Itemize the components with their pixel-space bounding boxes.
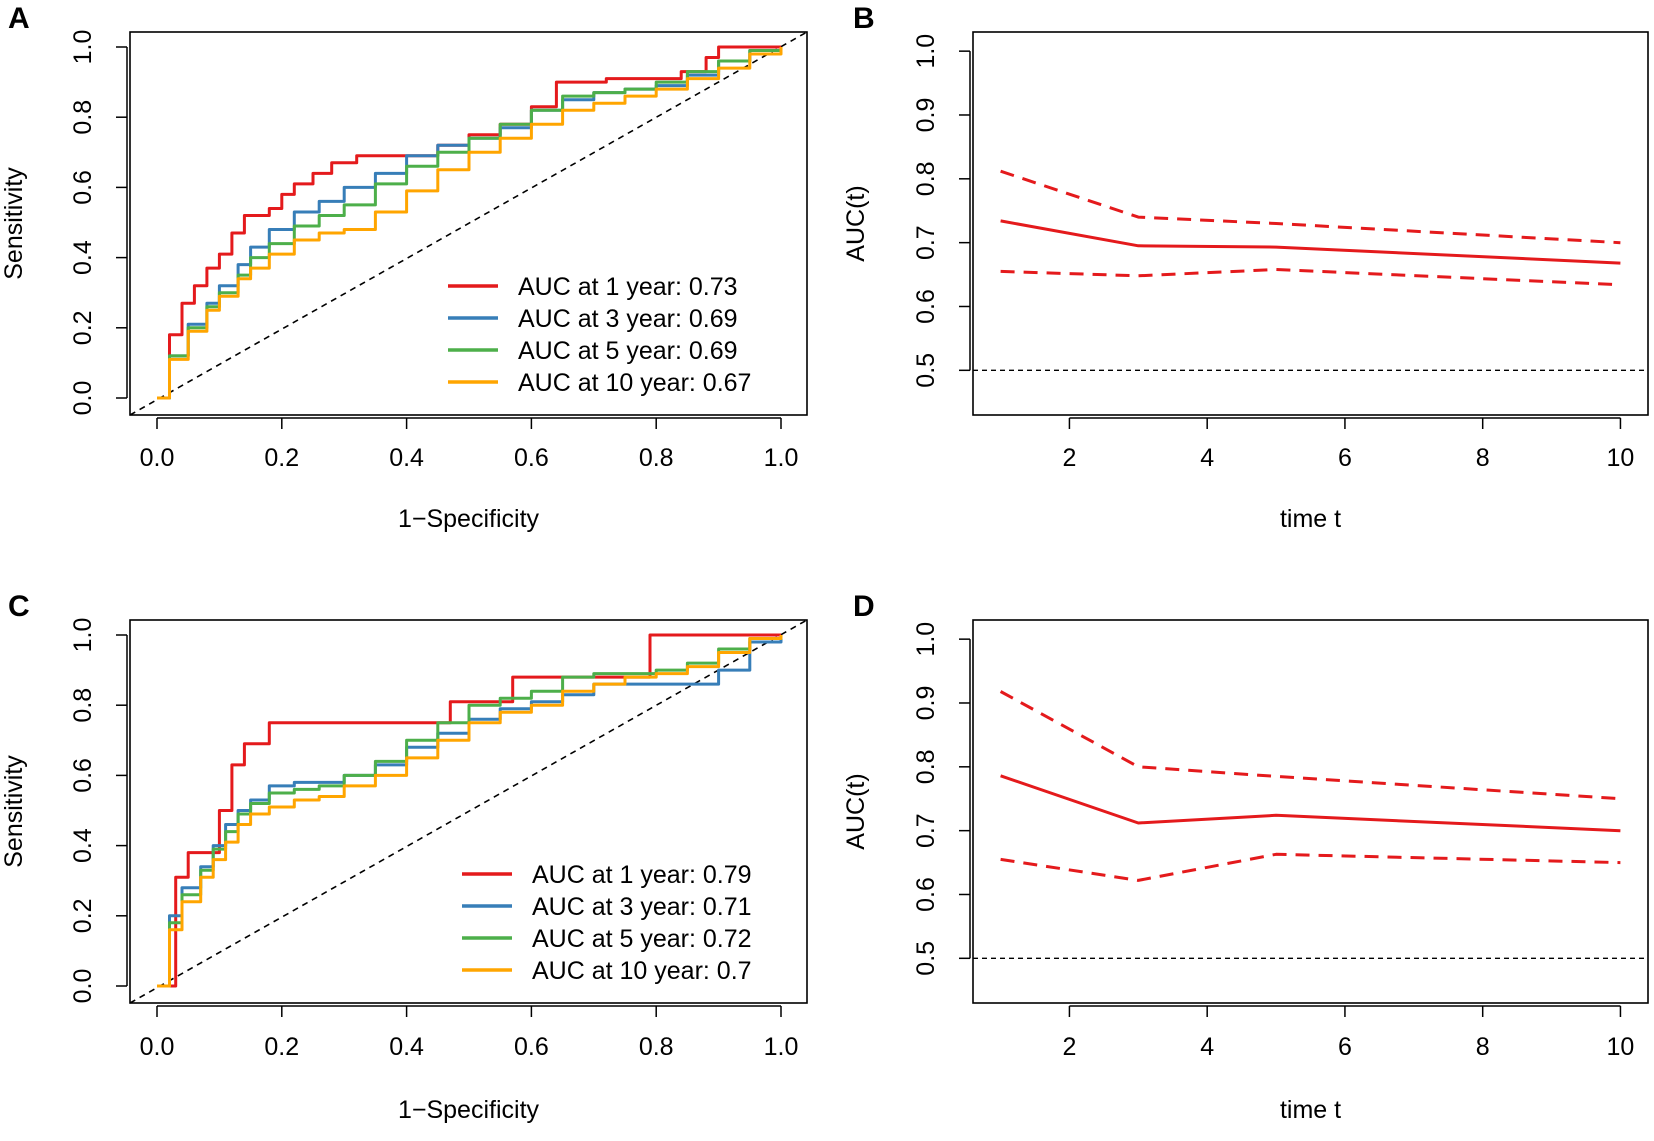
y-axis-title: Sensitivity bbox=[0, 167, 28, 280]
y-tick-label: 0.8 bbox=[912, 749, 940, 784]
x-tick-label: 0.8 bbox=[639, 444, 674, 472]
lower-ci-line bbox=[1000, 852, 1621, 882]
y-tick-label: 0.9 bbox=[912, 686, 940, 721]
panel-letter: D bbox=[853, 590, 875, 623]
x-tick-label: 2 bbox=[1062, 444, 1076, 472]
roc-curve-3 bbox=[157, 47, 783, 400]
x-tick-label: 8 bbox=[1476, 444, 1490, 472]
plot-frame bbox=[972, 31, 1649, 416]
y-tick-label: 0.8 bbox=[69, 688, 97, 723]
x-axis-title: 1−Specificity bbox=[398, 1096, 540, 1124]
x-tick-label: 1.0 bbox=[764, 444, 799, 472]
roc-curve-1 bbox=[157, 45, 781, 400]
legend-label: AUC at 3 year: 0.71 bbox=[532, 893, 752, 921]
x-axis-title: time t bbox=[1280, 505, 1341, 533]
x-tick-label: 4 bbox=[1200, 1033, 1214, 1061]
roc-curve-3 bbox=[157, 635, 783, 988]
x-tick-label: 6 bbox=[1338, 444, 1352, 472]
x-tick-label: 0.8 bbox=[639, 1033, 674, 1061]
y-tick-label: 1.0 bbox=[69, 30, 97, 65]
y-axis-title: AUC(t) bbox=[842, 185, 870, 261]
y-tick-label: 0.5 bbox=[912, 353, 940, 388]
plot-frame bbox=[129, 31, 808, 416]
x-tick-label: 0.6 bbox=[514, 1033, 549, 1061]
x-tick-label: 0.4 bbox=[389, 444, 424, 472]
x-axis-title: time t bbox=[1280, 1096, 1341, 1124]
panel-d: D 2 4 6 8 10 0.5 0.6 0.7 0.8 0.9 1.0 time t AUC(t) bbox=[842, 590, 1649, 1124]
y-axis-title: Sensitivity bbox=[0, 755, 28, 868]
y-tick-label: 0.6 bbox=[69, 758, 97, 793]
y-tick-label: 0.2 bbox=[69, 310, 97, 345]
upper-ci-line bbox=[1000, 169, 1621, 245]
y-tick-label: 0.7 bbox=[912, 813, 940, 848]
x-axis-title: 1−Specificity bbox=[398, 505, 540, 533]
x-tick-label: 0.2 bbox=[264, 444, 299, 472]
y-tick-label: 0.4 bbox=[69, 240, 97, 275]
legend: AUC at 1 year: 0.73 AUC at 3 year: 0.69 AU… bbox=[448, 273, 751, 397]
auc-line bbox=[1000, 219, 1621, 265]
reference-diagonal bbox=[129, 31, 808, 416]
x-tick-label: 0.0 bbox=[140, 1033, 175, 1061]
y-tick-label: 0.6 bbox=[69, 170, 97, 205]
y-tick-label: 0.2 bbox=[69, 898, 97, 933]
y-tick-label: 0.6 bbox=[912, 877, 940, 912]
x-tick-label: 8 bbox=[1476, 1033, 1490, 1061]
x-tick-label: 0.4 bbox=[389, 1033, 424, 1061]
x-tick-label: 0.2 bbox=[264, 1033, 299, 1061]
x-tick-label: 10 bbox=[1607, 444, 1635, 472]
panel-c: C 0.0 0.2 0.4 0.6 0.8 1.0 0.0 0.2 0.4 0.6 0.8 1.0 1−S… bbox=[0, 590, 808, 1124]
y-tick-label: 0.8 bbox=[912, 161, 940, 196]
panel-letter: A bbox=[8, 2, 30, 35]
x-tick-label: 1.0 bbox=[764, 1033, 799, 1061]
y-tick-label: 0.9 bbox=[912, 98, 940, 133]
x-tick-label: 0.0 bbox=[140, 444, 175, 472]
y-tick-label: 0.5 bbox=[912, 941, 940, 976]
y-tick-label: 0.0 bbox=[69, 969, 97, 1004]
legend-label: AUC at 5 year: 0.72 bbox=[532, 925, 752, 953]
legend-label: AUC at 10 year: 0.7 bbox=[532, 957, 752, 985]
auc-line bbox=[1000, 774, 1621, 833]
legend-label: AUC at 3 year: 0.69 bbox=[518, 305, 738, 333]
x-tick-label: 6 bbox=[1338, 1033, 1352, 1061]
legend: AUC at 1 year: 0.79 AUC at 3 year: 0.71 AU… bbox=[462, 861, 752, 985]
plot-frame bbox=[129, 619, 808, 1004]
y-tick-label: 1.0 bbox=[69, 618, 97, 653]
y-tick-label: 0.8 bbox=[69, 100, 97, 135]
panel-letter: B bbox=[853, 2, 875, 35]
legend-label: AUC at 10 year: 0.67 bbox=[518, 369, 751, 397]
x-tick-label: 10 bbox=[1607, 1033, 1635, 1061]
roc-curve-4 bbox=[157, 47, 783, 400]
panel-letter: C bbox=[8, 590, 30, 623]
lower-ci-line bbox=[1000, 268, 1621, 287]
legend-label: AUC at 1 year: 0.73 bbox=[518, 273, 738, 301]
legend-label: AUC at 1 year: 0.79 bbox=[532, 861, 752, 889]
y-axis-title: AUC(t) bbox=[842, 773, 870, 849]
y-tick-label: 1.0 bbox=[912, 622, 940, 657]
y-tick-label: 0.0 bbox=[69, 381, 97, 416]
panel-b: B 2 4 6 8 10 0.5 0.6 0.7 0.8 0.9 1.0 time t AUC(t) bbox=[842, 2, 1649, 533]
plot-frame bbox=[972, 619, 1649, 1004]
y-tick-label: 0.4 bbox=[69, 828, 97, 863]
panel-a: A 0.0 0.2 0.4 0.6 0.8 1.0 0.0 0.2 0.4 0.6 0.8 1.0 1−S… bbox=[0, 2, 808, 533]
reference-diagonal bbox=[129, 619, 808, 1004]
x-tick-label: 0.6 bbox=[514, 444, 549, 472]
upper-ci-line bbox=[999, 690, 1621, 801]
y-tick-label: 0.6 bbox=[912, 289, 940, 324]
roc-curve-4 bbox=[157, 635, 783, 988]
y-tick-label: 1.0 bbox=[912, 34, 940, 69]
x-tick-label: 4 bbox=[1200, 444, 1214, 472]
x-tick-label: 2 bbox=[1062, 1033, 1076, 1061]
y-tick-label: 0.7 bbox=[912, 225, 940, 260]
legend-label: AUC at 5 year: 0.69 bbox=[518, 337, 738, 365]
